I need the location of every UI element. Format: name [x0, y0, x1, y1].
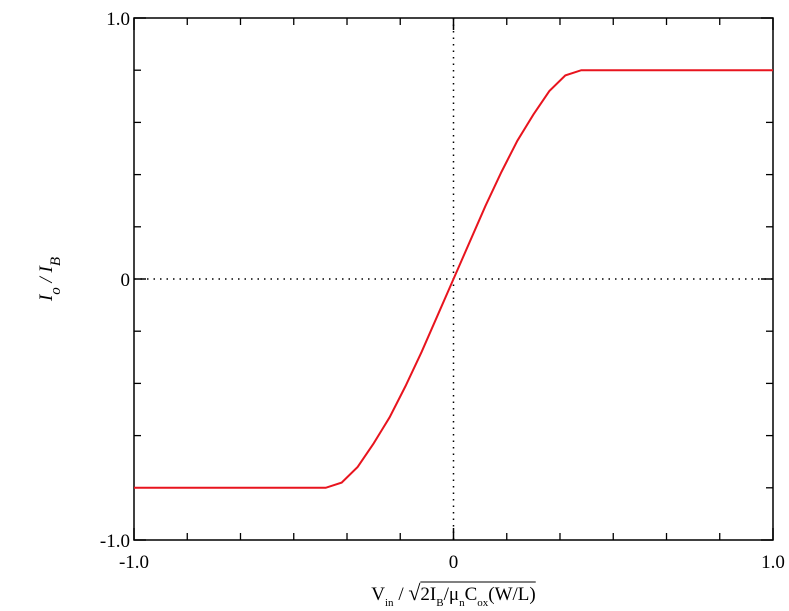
y-tick-label: -1.0	[100, 531, 130, 552]
y-label-part: / I	[36, 264, 57, 287]
x-label-part: B	[436, 597, 443, 609]
curve	[134, 69, 773, 489]
x-label-part: V	[371, 584, 385, 605]
y-axis-label: Io / IB	[36, 257, 64, 302]
x-label-part: C	[465, 584, 478, 605]
x-label-part: /μ	[444, 584, 459, 605]
y-label-part: B	[48, 257, 64, 266]
x-label-part: in	[385, 597, 394, 609]
x-tick-label: 0	[449, 552, 459, 573]
x-label-part: √	[408, 580, 421, 605]
y-tick-label: 0	[121, 270, 131, 291]
y-label-part: I	[36, 293, 57, 302]
x-tick-label: 1.0	[761, 552, 785, 573]
x-label-part: ox	[477, 597, 489, 609]
x-label-part: n	[459, 597, 465, 609]
x-label-part: /	[394, 584, 409, 605]
y-tick-label: 1.0	[106, 9, 130, 30]
x-axis-label: Vin / √2IB/μnCox(W/L)	[371, 580, 535, 609]
x-label-part: (W/L)	[488, 584, 535, 605]
y-label-part: o	[48, 287, 64, 295]
x-tick-label: -1.0	[119, 552, 149, 573]
x-label-part: 2I	[420, 584, 436, 605]
